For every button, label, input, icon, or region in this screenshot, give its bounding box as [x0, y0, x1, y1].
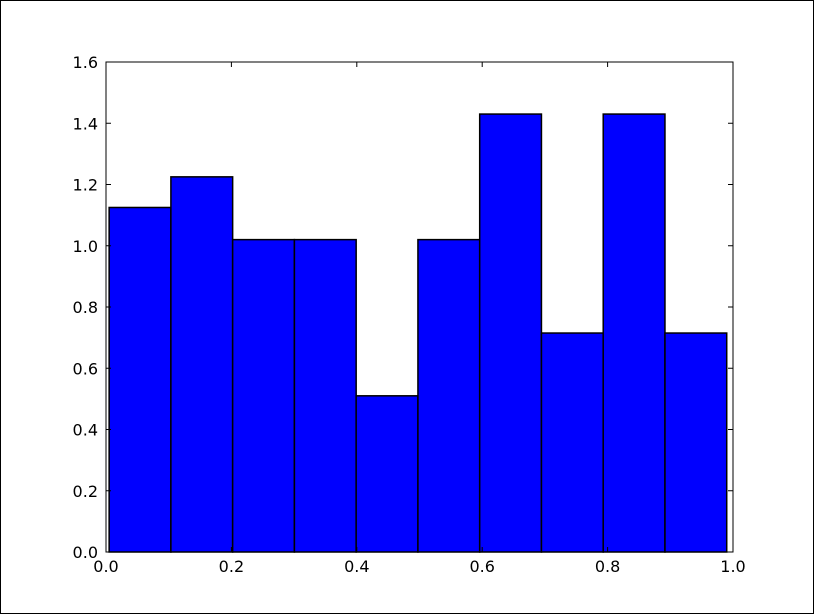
histogram-bar-7	[478, 113, 543, 553]
histogram-bar-2	[170, 176, 234, 553]
x-tick-label: 0.2	[219, 557, 244, 576]
histogram-bar-1	[108, 206, 172, 553]
y-tick-label: 1.0	[73, 237, 98, 256]
x-tick-label: 0.0	[93, 557, 118, 576]
y-tick-label: 1.6	[73, 53, 98, 72]
y-tick-label: 0.2	[73, 482, 98, 501]
histogram-bar-4	[293, 238, 357, 553]
y-tick-labels: 0.0 0.2 0.4 0.6 0.8 1.0 1.2 1.4 1.6	[73, 53, 98, 562]
x-tick-label: 0.4	[344, 557, 369, 576]
x-tick-label: 0.6	[469, 557, 494, 576]
y-tick-label: 0.8	[73, 298, 98, 317]
histogram-bar-8	[540, 332, 604, 553]
histogram-bar-3	[231, 238, 296, 553]
y-tick-label: 0.0	[73, 543, 98, 562]
y-tick-label: 0.6	[73, 359, 98, 378]
x-tick-label: 1.0	[720, 557, 745, 576]
y-tick-label: 1.2	[73, 176, 98, 195]
y-tick-label: 1.4	[73, 114, 98, 133]
x-tick-label: 0.8	[595, 557, 620, 576]
histogram-bar-5	[355, 395, 419, 553]
x-tick-labels: 0.0 0.2 0.4 0.6 0.8 1.0	[93, 557, 745, 576]
plot-area-border	[105, 61, 734, 553]
histogram-bar-6	[417, 238, 481, 553]
y-tick-label: 0.4	[73, 421, 98, 440]
bars-group	[108, 113, 728, 553]
histogram-bar-10	[664, 332, 728, 553]
histogram-bar-9	[602, 113, 666, 553]
